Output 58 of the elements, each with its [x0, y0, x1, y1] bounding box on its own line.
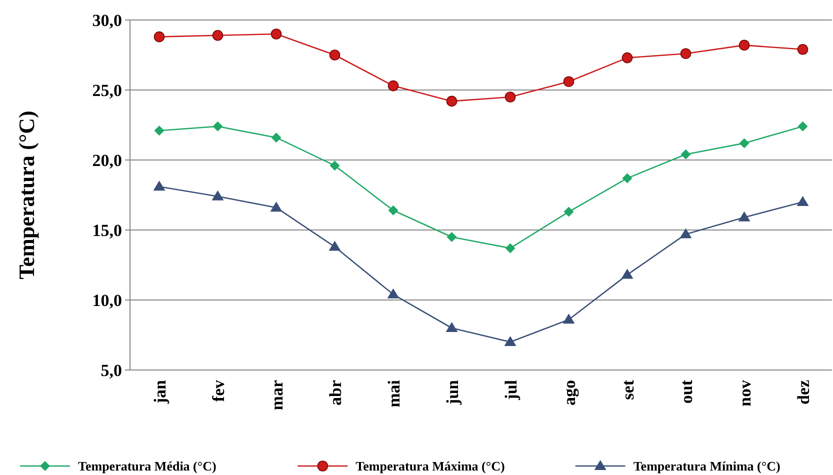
point	[505, 243, 516, 254]
point	[738, 211, 750, 222]
point	[212, 121, 223, 132]
point	[270, 28, 282, 40]
point	[387, 288, 400, 298]
point	[797, 44, 808, 55]
y-tick-label: 10,0	[92, 290, 122, 310]
point	[504, 336, 516, 346]
point	[153, 180, 166, 191]
x-tick-label: mar	[267, 380, 286, 410]
y-tick-label: 30,0	[92, 10, 122, 30]
x-tick-label: ago	[560, 380, 579, 406]
point	[271, 132, 282, 143]
point	[738, 40, 750, 51]
x-tick-label: dez	[794, 380, 813, 405]
point	[564, 206, 574, 217]
x-tick-label: abr	[326, 380, 345, 406]
point	[562, 314, 575, 324]
legend-label: Temperatura Média (°C)	[78, 458, 216, 474]
point	[796, 196, 809, 206]
x-tick-label: mai	[384, 380, 404, 408]
y-tick-label: 5,0	[100, 360, 122, 380]
point	[798, 121, 808, 132]
legend-label: Temperatura Máxima (°C)	[356, 458, 505, 474]
point	[388, 205, 398, 216]
y-tick-label: 25,0	[92, 80, 122, 100]
x-tick-label: out	[676, 380, 696, 404]
x-tick-label: jun	[442, 379, 462, 406]
point	[446, 322, 458, 332]
legend-label: Temperatura Mínima (°C)	[633, 458, 780, 474]
point	[154, 31, 165, 42]
point	[739, 138, 750, 148]
point	[270, 202, 282, 212]
point	[680, 48, 692, 59]
y-tick-label: 20,0	[92, 150, 122, 170]
point	[154, 126, 164, 136]
point	[563, 76, 574, 87]
point	[212, 190, 224, 200]
y-axis-title: Temperatura (°C)	[14, 110, 39, 280]
x-tick-label: fev	[208, 380, 228, 402]
point	[504, 92, 516, 102]
point	[446, 96, 458, 107]
point	[622, 52, 633, 64]
x-tick-label: set	[618, 380, 638, 400]
point	[388, 80, 399, 92]
x-tick-label: nov	[735, 380, 754, 406]
point	[212, 30, 224, 41]
y-tick-label: 15,0	[92, 220, 122, 240]
point	[680, 228, 692, 238]
point	[622, 173, 632, 184]
point	[621, 268, 634, 279]
x-tick-label: jan	[150, 379, 170, 405]
point	[446, 232, 457, 242]
point	[329, 50, 340, 60]
point	[330, 160, 340, 171]
point	[680, 149, 691, 160]
x-tick-label: jul	[501, 380, 520, 401]
point	[328, 240, 341, 251]
